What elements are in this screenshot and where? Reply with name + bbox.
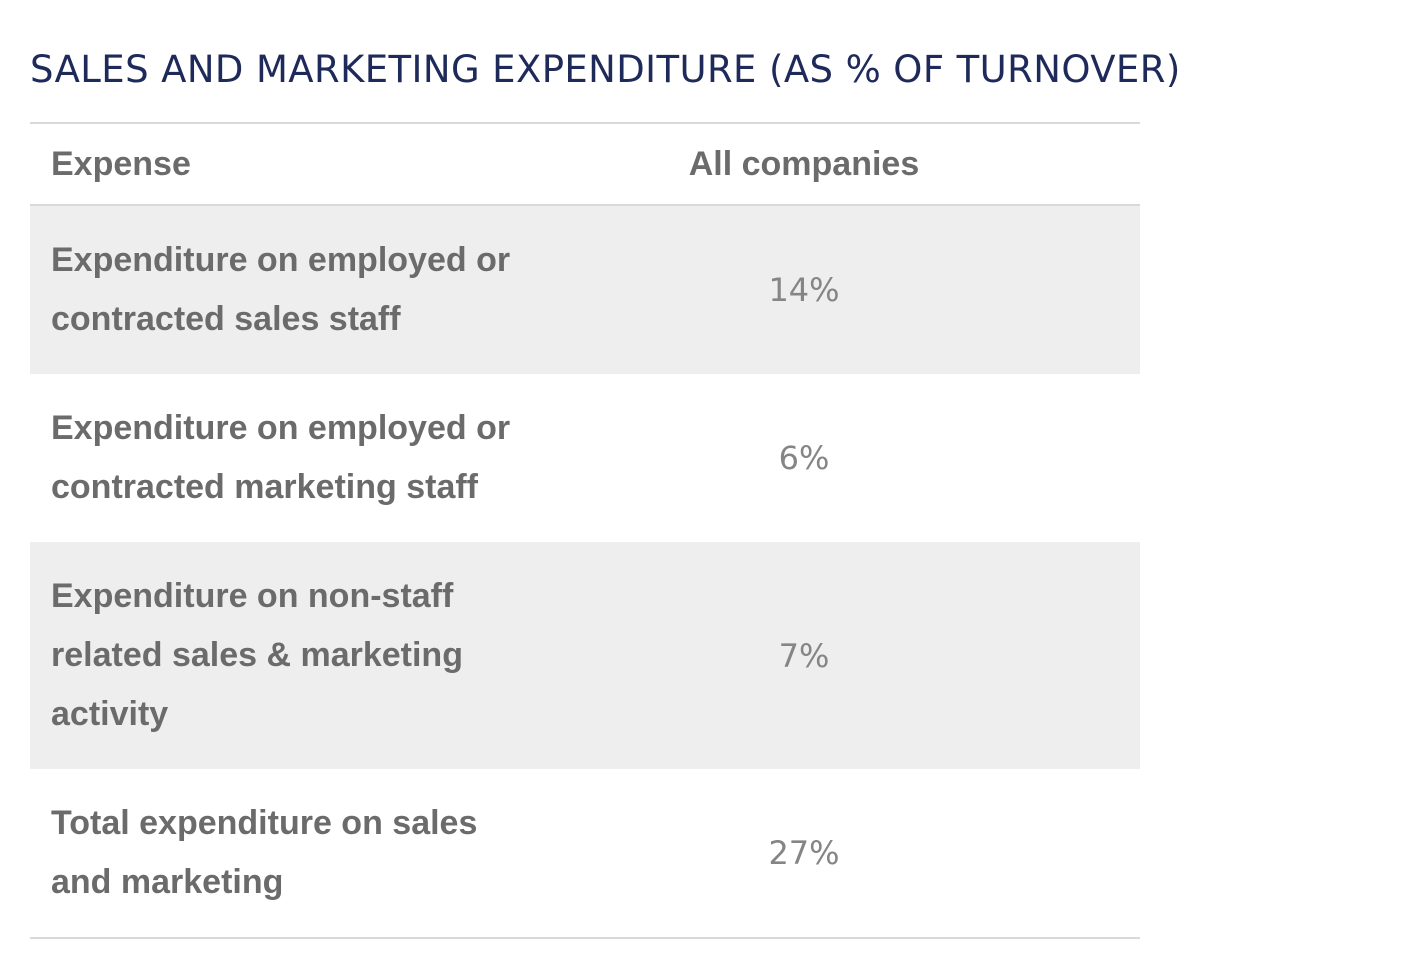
column-header-all-companies: All companies (688, 144, 920, 183)
table-row: Expenditure on employed or contracted sa… (30, 206, 1140, 374)
expense-value: 14% (768, 271, 840, 309)
expense-value: 27% (768, 834, 840, 872)
page-title: SALES AND MARKETING EXPENDITURE (AS % OF… (30, 48, 1181, 91)
expenditure-table: Expense All companies Expenditure on emp… (30, 122, 1140, 939)
column-header-expense: Expense (51, 144, 191, 183)
expense-value: 7% (778, 636, 830, 675)
expense-label: Expenditure on employed or contracted sa… (51, 241, 511, 338)
table-row-total: Total expenditure on sales and marketing… (30, 769, 1140, 937)
table-row: Expenditure on non-staff related sales &… (30, 542, 1140, 769)
expense-label: Expenditure on employed or contracted ma… (51, 409, 511, 506)
expense-label: Total expenditure on sales and marketing (51, 804, 478, 901)
expense-label: Expenditure on non-staff related sales &… (51, 577, 463, 733)
table-row: Expenditure on employed or contracted ma… (30, 374, 1140, 542)
table-header-row: Expense All companies (30, 124, 1140, 206)
expense-value: 6% (778, 439, 830, 477)
